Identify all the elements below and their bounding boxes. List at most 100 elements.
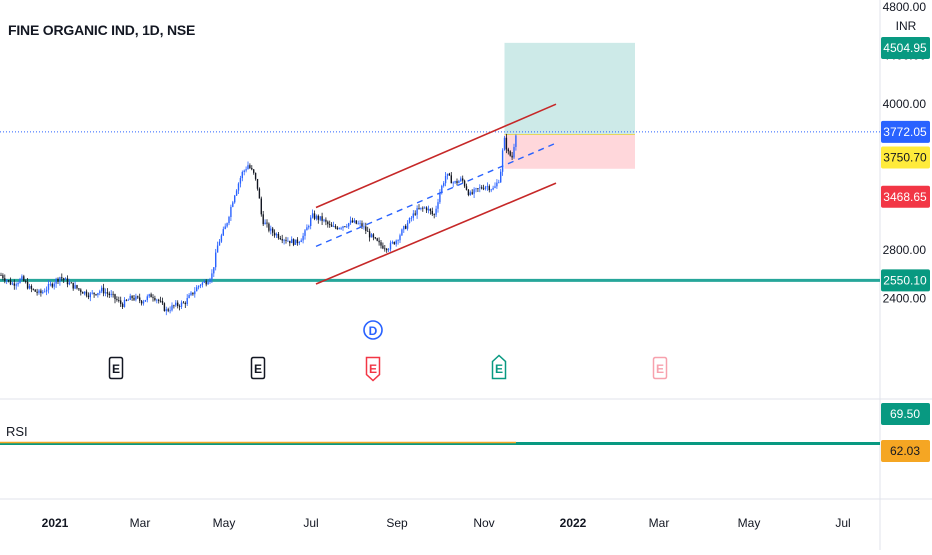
candle-body [446, 173, 449, 176]
time-tick-label: May [738, 516, 761, 530]
time-tick-label: 2022 [560, 516, 587, 530]
candle-body [494, 186, 496, 188]
candle-body [76, 285, 78, 289]
candle-body [146, 296, 148, 300]
candle-body [264, 222, 266, 225]
candle-body [443, 183, 445, 186]
candle-body [194, 291, 196, 295]
candle-body [61, 277, 63, 279]
candle-body [104, 292, 107, 294]
parallel-channel[interactable] [315, 103, 557, 285]
candle-body [420, 207, 422, 209]
time-axis[interactable]: 2021 Mar May Jul Sep Nov 2022 Mar May Jul [42, 516, 851, 530]
candle-body [427, 208, 430, 211]
candle-body [406, 222, 409, 229]
candle-body [412, 213, 414, 218]
channel-lower-line[interactable] [315, 182, 557, 285]
candle-body [230, 206, 232, 218]
candle-body [289, 240, 291, 244]
candle-body [0, 275, 2, 276]
candle-body [209, 279, 211, 283]
price-entry-badge-label: 3750.70 [883, 150, 927, 164]
earnings-marker-1[interactable] [108, 356, 124, 380]
candle-body [418, 208, 420, 209]
candle-body [118, 300, 120, 301]
candle-body [496, 182, 498, 187]
candle-body [25, 281, 27, 282]
candle-body [87, 295, 90, 298]
candle-body [260, 198, 262, 215]
candle-body [300, 240, 302, 243]
candle-body [188, 295, 190, 299]
time-tick-label: Sep [386, 516, 408, 530]
candle-body [99, 291, 101, 293]
candle-body [452, 182, 454, 184]
candle-body [441, 185, 443, 193]
candle-body [374, 237, 376, 239]
candle-body [220, 235, 223, 242]
earnings-marker-3[interactable] [365, 356, 381, 382]
stop-zone[interactable] [504, 134, 636, 169]
candle-body [213, 267, 215, 274]
rsi-value-1-badge [881, 403, 930, 425]
candle-body [243, 170, 245, 172]
earnings-marker-5[interactable] [652, 356, 668, 380]
candle-body [368, 231, 371, 238]
channel-mid-line[interactable] [315, 142, 557, 247]
time-tick-label: 2021 [42, 516, 69, 530]
price-tick-label: 2400.00 [883, 292, 927, 306]
price-stop-badge [881, 185, 930, 208]
candle-body [163, 303, 166, 312]
candle-body [173, 305, 175, 307]
candle-body [484, 186, 487, 190]
candle-body [152, 297, 154, 299]
candle-body [203, 281, 205, 283]
target-zone[interactable] [504, 42, 636, 135]
candle-body [211, 273, 213, 280]
dividend-marker[interactable] [363, 320, 383, 340]
candle-body [469, 192, 471, 196]
candle-body [340, 227, 342, 229]
horizontal-lines [0, 131, 880, 282]
candle-body [167, 309, 169, 311]
long-position-tool[interactable] [504, 42, 636, 169]
candle-body [139, 297, 141, 301]
candle-body [49, 283, 52, 285]
candle-body [156, 299, 158, 301]
candle-body [247, 165, 249, 170]
candle-body [408, 218, 411, 223]
candle-body [315, 215, 318, 219]
channel-upper-line[interactable] [315, 103, 557, 209]
candle-body [275, 233, 278, 236]
candle-body [344, 226, 346, 228]
candle-body [273, 232, 276, 236]
price-target-badge [881, 37, 930, 59]
candle-body [281, 239, 283, 241]
candle-body [422, 207, 424, 209]
candle-body [196, 287, 198, 292]
candle-body [376, 238, 378, 241]
candle-body [13, 283, 15, 286]
candle-body [74, 285, 76, 289]
event-markers[interactable]: E E E E E D [108, 320, 668, 382]
price-stop-badge-label: 3468.65 [883, 190, 927, 204]
candle-body [410, 217, 413, 219]
rsi-value-2-badge-label: 62.03 [890, 444, 920, 458]
candle-body [329, 224, 331, 225]
earnings-marker-label: E [656, 362, 664, 376]
candle-body [85, 291, 88, 296]
candle-body [380, 242, 382, 246]
candle-body [365, 226, 367, 231]
candle-body [306, 227, 308, 231]
candle-body [334, 226, 337, 228]
candle-body [169, 310, 171, 312]
earnings-marker-2[interactable] [250, 356, 266, 380]
candle-body [355, 220, 357, 224]
candle-body [70, 282, 72, 284]
earnings-marker-4[interactable] [491, 354, 507, 380]
candle-body [131, 295, 133, 299]
candle-body [357, 223, 359, 225]
candle-body [224, 226, 226, 230]
